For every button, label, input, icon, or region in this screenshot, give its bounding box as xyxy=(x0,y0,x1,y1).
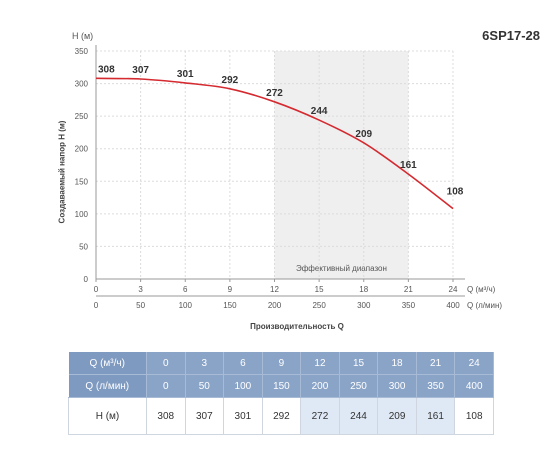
x2-tick-label: 50 xyxy=(136,301,145,310)
data-label: 244 xyxy=(311,106,328,117)
y-tick-label: 200 xyxy=(75,145,89,154)
table-cell: 300 xyxy=(377,374,417,398)
efficient-range-label: Эффективный диапазон xyxy=(296,264,387,273)
table-cell: 0 xyxy=(146,352,186,375)
data-label: 108 xyxy=(447,187,464,198)
table-row: Q (л/мин) 0 50 100 150 200 250 300 350 400 xyxy=(68,374,494,398)
pump-curve-chart: Эффективный диапазон05010015020025030035… xyxy=(75,45,502,310)
y-tick-label: 300 xyxy=(75,80,89,89)
x-tick-label: 21 xyxy=(404,285,413,294)
x2-tick-label: 250 xyxy=(312,301,326,310)
table-cell: 6 xyxy=(223,352,263,375)
x2-tick-label: 350 xyxy=(402,301,416,310)
x-unit-label: Q (м³/ч) xyxy=(467,285,496,294)
y-axis-label: Создаваемый напор H (м) xyxy=(57,120,67,224)
table-cell: 250 xyxy=(339,374,379,398)
y-unit-label: H (м) xyxy=(72,31,94,41)
x-tick-label: 24 xyxy=(449,285,458,294)
x2-tick-label: 0 xyxy=(94,301,99,310)
table-cell: 307 xyxy=(185,397,225,435)
x2-tick-label: 300 xyxy=(357,301,371,310)
table-cell: 24 xyxy=(454,352,494,375)
x2-unit-label: Q (л/мин) xyxy=(467,301,502,310)
table-cell: 21 xyxy=(416,352,456,375)
x-tick-label: 6 xyxy=(183,285,188,294)
table-cell: 9 xyxy=(262,352,302,375)
head-curve-line xyxy=(95,77,454,210)
performance-table: Q (м³/ч) 0 3 6 9 12 15 18 21 24 Q (л/мин) 0 50 100 150… xyxy=(68,352,494,435)
table-row: Q (м³/ч) 0 3 6 9 12 15 18 21 24 xyxy=(68,352,494,375)
y-tick-label: 150 xyxy=(75,177,89,186)
table-cell: 301 xyxy=(223,397,263,435)
table-cell: 15 xyxy=(339,352,379,375)
table-cell: 209 xyxy=(377,397,417,435)
x-tick-label: 3 xyxy=(138,285,143,294)
x-tick-label: 9 xyxy=(228,285,233,294)
data-label: 209 xyxy=(355,129,372,140)
table-cell: 244 xyxy=(339,397,379,435)
data-label: 161 xyxy=(400,160,417,171)
table-cell: 308 xyxy=(146,397,186,435)
x-tick-label: 15 xyxy=(315,285,324,294)
table-cell: 161 xyxy=(416,397,456,435)
y-tick-label: 0 xyxy=(84,275,89,284)
table-cell: 12 xyxy=(300,352,340,375)
x-tick-label: 12 xyxy=(270,285,279,294)
x-axis-label: Производительность Q xyxy=(250,322,344,331)
efficient-range-band xyxy=(274,51,409,279)
x2-tick-label: 100 xyxy=(179,301,193,310)
table-cell: 350 xyxy=(416,374,456,398)
y-tick-label: 250 xyxy=(75,112,89,121)
x2-tick-label: 150 xyxy=(223,301,237,310)
x-tick-label: 18 xyxy=(359,285,368,294)
table-row: H (м) 308 307 301 292 272 244 209 161 108 xyxy=(68,397,494,435)
table-cell: 3 xyxy=(185,352,225,375)
table-cell: 108 xyxy=(454,397,494,435)
model-title: 6SP17-28 xyxy=(482,28,540,43)
data-label: 272 xyxy=(266,88,283,99)
row-label: Q (м³/ч) xyxy=(68,352,147,375)
y-tick-label: 100 xyxy=(75,210,89,219)
row-label: Q (л/мин) xyxy=(68,374,147,398)
data-label: 307 xyxy=(132,65,149,76)
table-cell: 100 xyxy=(223,374,263,398)
table-cell: 50 xyxy=(185,374,225,398)
table-cell: 400 xyxy=(454,374,494,398)
table-cell: 200 xyxy=(300,374,340,398)
data-label: 301 xyxy=(177,69,194,80)
table-cell: 292 xyxy=(262,397,302,435)
table-cell: 18 xyxy=(377,352,417,375)
y-tick-label: 50 xyxy=(79,242,88,251)
table-cell: 272 xyxy=(300,397,340,435)
y-tick-label: 350 xyxy=(75,47,89,56)
row-label: H (м) xyxy=(68,397,147,435)
x2-tick-label: 400 xyxy=(446,301,460,310)
x2-tick-label: 200 xyxy=(268,301,282,310)
data-label: 292 xyxy=(222,75,239,86)
table-cell: 0 xyxy=(146,374,186,398)
data-label: 308 xyxy=(98,64,115,75)
table-cell: 150 xyxy=(262,374,302,398)
x-tick-label: 0 xyxy=(94,285,99,294)
